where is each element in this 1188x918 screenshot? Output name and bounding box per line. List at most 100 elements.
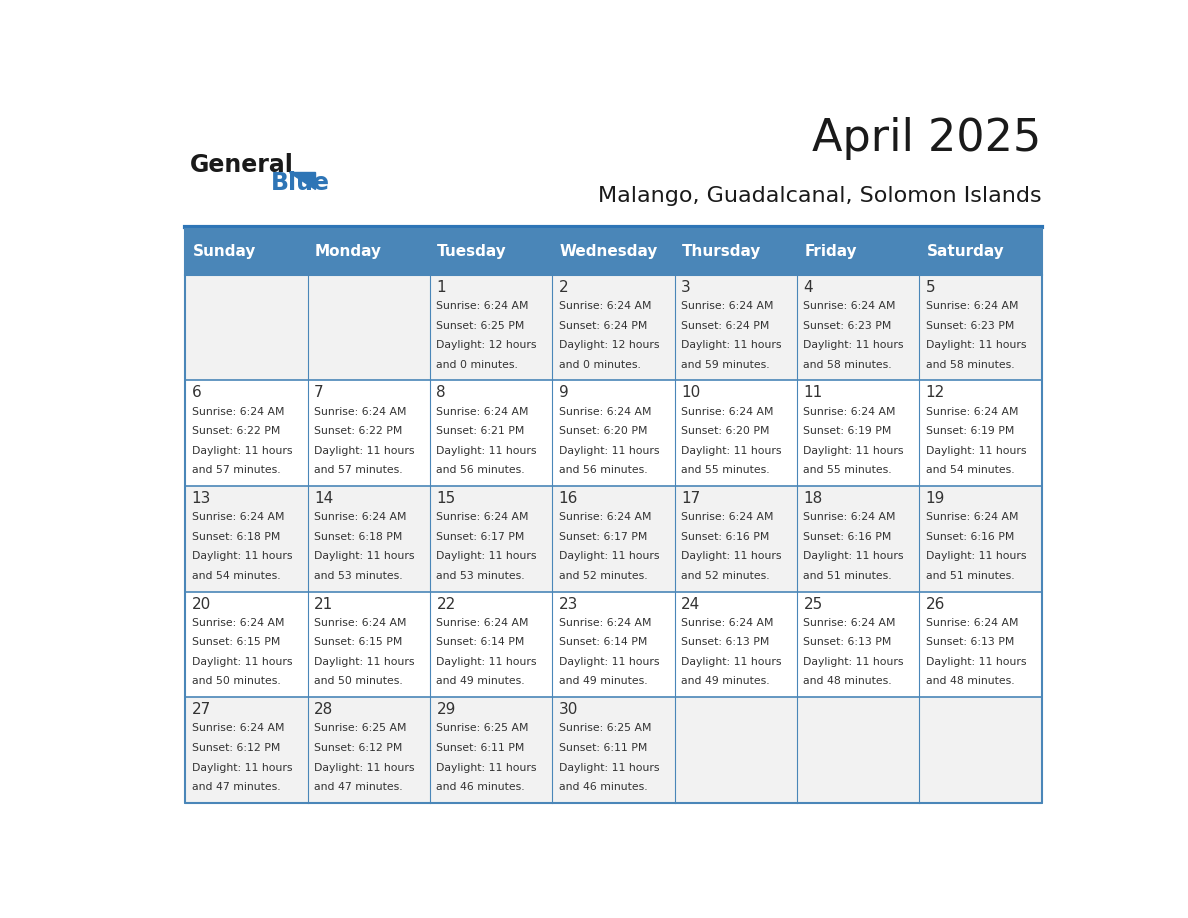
Bar xyxy=(430,380,552,486)
Text: and 47 minutes.: and 47 minutes. xyxy=(314,782,403,792)
Text: Sunset: 6:16 PM: Sunset: 6:16 PM xyxy=(803,532,892,542)
Polygon shape xyxy=(290,172,315,188)
Bar xyxy=(430,698,552,803)
Bar xyxy=(308,274,430,380)
Text: and 52 minutes.: and 52 minutes. xyxy=(681,571,770,581)
Bar xyxy=(185,486,308,592)
Text: Sunset: 6:16 PM: Sunset: 6:16 PM xyxy=(681,532,770,542)
Text: and 51 minutes.: and 51 minutes. xyxy=(925,571,1015,581)
Text: Sunset: 6:14 PM: Sunset: 6:14 PM xyxy=(436,637,525,647)
Bar xyxy=(920,274,1042,380)
Text: and 59 minutes.: and 59 minutes. xyxy=(681,360,770,370)
Text: 25: 25 xyxy=(803,597,822,611)
Text: Sunset: 6:13 PM: Sunset: 6:13 PM xyxy=(681,637,770,647)
Text: and 46 minutes.: and 46 minutes. xyxy=(558,782,647,792)
Text: Friday: Friday xyxy=(804,244,857,260)
Text: 17: 17 xyxy=(681,491,700,506)
Bar xyxy=(308,380,430,486)
Text: 28: 28 xyxy=(314,702,334,717)
Text: Sunrise: 6:24 AM: Sunrise: 6:24 AM xyxy=(925,407,1018,417)
Text: 6: 6 xyxy=(191,386,202,400)
Text: 14: 14 xyxy=(314,491,334,506)
Text: Sunset: 6:13 PM: Sunset: 6:13 PM xyxy=(803,637,892,647)
Text: Sunset: 6:13 PM: Sunset: 6:13 PM xyxy=(925,637,1015,647)
Text: Thursday: Thursday xyxy=(682,244,762,260)
Bar xyxy=(797,486,920,592)
Text: Daylight: 11 hours: Daylight: 11 hours xyxy=(436,763,537,773)
Text: and 46 minutes.: and 46 minutes. xyxy=(436,782,525,792)
Text: Daylight: 11 hours: Daylight: 11 hours xyxy=(436,552,537,561)
Bar xyxy=(675,274,797,380)
Text: 13: 13 xyxy=(191,491,211,506)
Text: Sunrise: 6:24 AM: Sunrise: 6:24 AM xyxy=(803,618,896,628)
Text: Sunset: 6:23 PM: Sunset: 6:23 PM xyxy=(803,320,892,330)
Text: and 52 minutes.: and 52 minutes. xyxy=(558,571,647,581)
Text: and 55 minutes.: and 55 minutes. xyxy=(803,465,892,476)
Text: Daylight: 11 hours: Daylight: 11 hours xyxy=(314,657,415,666)
Text: Sunset: 6:11 PM: Sunset: 6:11 PM xyxy=(436,743,525,753)
Text: Sunrise: 6:24 AM: Sunrise: 6:24 AM xyxy=(314,618,406,628)
Text: Sunset: 6:12 PM: Sunset: 6:12 PM xyxy=(314,743,403,753)
Text: Daylight: 11 hours: Daylight: 11 hours xyxy=(191,446,292,455)
Text: and 0 minutes.: and 0 minutes. xyxy=(558,360,640,370)
Text: 7: 7 xyxy=(314,386,323,400)
Text: Daylight: 11 hours: Daylight: 11 hours xyxy=(681,446,782,455)
Text: Sunrise: 6:24 AM: Sunrise: 6:24 AM xyxy=(681,301,773,311)
Text: Saturday: Saturday xyxy=(927,244,1004,260)
Text: Daylight: 12 hours: Daylight: 12 hours xyxy=(558,340,659,350)
Text: 9: 9 xyxy=(558,386,569,400)
Text: and 49 minutes.: and 49 minutes. xyxy=(436,677,525,687)
Text: Sunrise: 6:24 AM: Sunrise: 6:24 AM xyxy=(558,407,651,417)
Text: 21: 21 xyxy=(314,597,334,611)
Text: Sunrise: 6:24 AM: Sunrise: 6:24 AM xyxy=(925,512,1018,522)
Text: Daylight: 11 hours: Daylight: 11 hours xyxy=(558,446,659,455)
Bar xyxy=(552,380,675,486)
Text: Sunrise: 6:25 AM: Sunrise: 6:25 AM xyxy=(558,723,651,733)
Text: 10: 10 xyxy=(681,386,700,400)
Text: 12: 12 xyxy=(925,386,944,400)
Text: and 56 minutes.: and 56 minutes. xyxy=(558,465,647,476)
Text: Daylight: 11 hours: Daylight: 11 hours xyxy=(558,657,659,666)
Text: Sunrise: 6:24 AM: Sunrise: 6:24 AM xyxy=(681,407,773,417)
Text: Daylight: 11 hours: Daylight: 11 hours xyxy=(191,763,292,773)
Text: Daylight: 11 hours: Daylight: 11 hours xyxy=(803,552,904,561)
Text: Sunday: Sunday xyxy=(192,244,257,260)
Text: Sunset: 6:24 PM: Sunset: 6:24 PM xyxy=(558,320,647,330)
Text: Monday: Monday xyxy=(315,244,383,260)
Text: Sunset: 6:22 PM: Sunset: 6:22 PM xyxy=(314,426,403,436)
Text: Sunrise: 6:25 AM: Sunrise: 6:25 AM xyxy=(314,723,406,733)
Text: Sunrise: 6:24 AM: Sunrise: 6:24 AM xyxy=(558,301,651,311)
Bar xyxy=(430,486,552,592)
Text: Daylight: 11 hours: Daylight: 11 hours xyxy=(925,552,1026,561)
Bar xyxy=(552,486,675,592)
Text: and 47 minutes.: and 47 minutes. xyxy=(191,782,280,792)
Text: Sunrise: 6:24 AM: Sunrise: 6:24 AM xyxy=(314,512,406,522)
Bar xyxy=(185,698,308,803)
Text: Sunset: 6:25 PM: Sunset: 6:25 PM xyxy=(436,320,525,330)
Text: Daylight: 11 hours: Daylight: 11 hours xyxy=(681,552,782,561)
Text: Sunset: 6:18 PM: Sunset: 6:18 PM xyxy=(191,532,280,542)
Text: 1: 1 xyxy=(436,280,446,295)
Text: Daylight: 11 hours: Daylight: 11 hours xyxy=(925,446,1026,455)
Bar xyxy=(308,698,430,803)
Text: Tuesday: Tuesday xyxy=(437,244,507,260)
Text: Sunrise: 6:24 AM: Sunrise: 6:24 AM xyxy=(925,301,1018,311)
Text: Sunrise: 6:24 AM: Sunrise: 6:24 AM xyxy=(436,407,529,417)
Bar xyxy=(430,592,552,698)
Text: 19: 19 xyxy=(925,491,946,506)
Bar xyxy=(797,274,920,380)
Bar xyxy=(185,274,308,380)
Text: Malango, Guadalcanal, Solomon Islands: Malango, Guadalcanal, Solomon Islands xyxy=(598,185,1042,206)
Text: 18: 18 xyxy=(803,491,822,506)
Text: Sunset: 6:14 PM: Sunset: 6:14 PM xyxy=(558,637,647,647)
Bar xyxy=(675,380,797,486)
Bar xyxy=(797,380,920,486)
Text: Sunrise: 6:24 AM: Sunrise: 6:24 AM xyxy=(191,407,284,417)
Text: Sunrise: 6:24 AM: Sunrise: 6:24 AM xyxy=(681,512,773,522)
Text: Sunset: 6:18 PM: Sunset: 6:18 PM xyxy=(314,532,403,542)
Text: and 55 minutes.: and 55 minutes. xyxy=(681,465,770,476)
Text: Sunrise: 6:24 AM: Sunrise: 6:24 AM xyxy=(803,407,896,417)
Text: Sunset: 6:17 PM: Sunset: 6:17 PM xyxy=(558,532,647,542)
Text: and 48 minutes.: and 48 minutes. xyxy=(925,677,1015,687)
Text: Daylight: 11 hours: Daylight: 11 hours xyxy=(803,340,904,350)
